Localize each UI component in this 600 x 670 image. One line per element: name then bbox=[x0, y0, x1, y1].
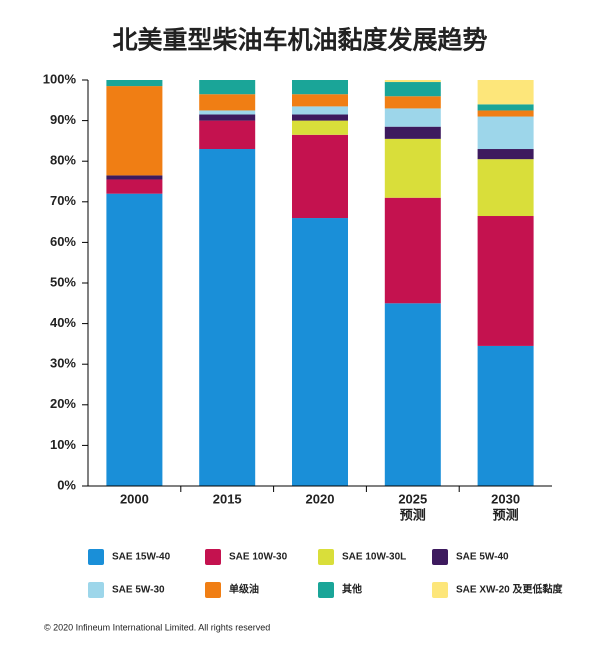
x-tick-label: 2025 bbox=[398, 491, 427, 506]
bar-segment bbox=[477, 149, 534, 160]
legend-label: SAE 15W-40 bbox=[112, 552, 171, 563]
bar-segment bbox=[199, 80, 256, 95]
y-tick-label: 0% bbox=[57, 477, 76, 492]
bar-segment bbox=[292, 94, 348, 107]
legend-label: SAE 5W-30 bbox=[112, 585, 165, 596]
y-tick-label: 20% bbox=[50, 396, 76, 411]
bar-segment bbox=[106, 175, 163, 180]
chart-title: 北美重型柴油车机油黏度发展趋势 bbox=[112, 26, 487, 55]
legend-swatch bbox=[432, 549, 448, 565]
bar-segment bbox=[384, 138, 441, 198]
bar-segment bbox=[384, 96, 441, 109]
bar-segment bbox=[199, 120, 256, 150]
bar-segment bbox=[106, 86, 163, 176]
bar-segment bbox=[384, 82, 441, 97]
bar-segment bbox=[199, 94, 256, 111]
bar-segment bbox=[292, 134, 348, 219]
bar-segment bbox=[292, 106, 348, 115]
bar-segment bbox=[106, 80, 163, 87]
bar-segment bbox=[477, 80, 534, 105]
y-tick-label: 10% bbox=[50, 437, 76, 452]
x-tick-sublabel: 预测 bbox=[493, 507, 519, 522]
bar-segment bbox=[384, 303, 441, 486]
legend-swatch bbox=[318, 549, 334, 565]
legend-label: SAE XW-20 及更低黏度 bbox=[456, 583, 563, 596]
legend-swatch bbox=[88, 582, 104, 598]
bar-segment bbox=[292, 80, 348, 95]
bar-segment bbox=[199, 110, 256, 115]
bar-segment bbox=[106, 193, 163, 486]
footnote: © 2020 Infineum International Limited. A… bbox=[44, 622, 270, 632]
x-tick-label: 2000 bbox=[120, 491, 149, 506]
bar-segment bbox=[384, 126, 441, 139]
bar-segment bbox=[384, 197, 441, 304]
bar-segment bbox=[477, 345, 534, 486]
y-tick-label: 90% bbox=[50, 112, 76, 127]
legend-swatch bbox=[432, 582, 448, 598]
bar-segment bbox=[477, 216, 534, 346]
bar-segment bbox=[477, 104, 534, 111]
y-tick-label: 50% bbox=[50, 274, 76, 289]
y-tick-label: 30% bbox=[50, 356, 76, 371]
legend-swatch bbox=[318, 582, 334, 598]
legend-swatch bbox=[205, 549, 221, 565]
bar-segment bbox=[477, 116, 534, 150]
bar-segment bbox=[477, 159, 534, 217]
bar-segment bbox=[477, 110, 534, 117]
legend-swatch bbox=[205, 582, 221, 598]
y-tick-label: 100% bbox=[43, 71, 77, 86]
x-tick-label: 2030 bbox=[491, 491, 520, 506]
legend-label: 其他 bbox=[342, 583, 362, 596]
y-tick-label: 70% bbox=[50, 193, 76, 208]
y-tick-label: 60% bbox=[50, 234, 76, 249]
bar-segment bbox=[292, 114, 348, 121]
bar-segment bbox=[384, 108, 441, 127]
legend-label: 单级油 bbox=[229, 583, 259, 596]
bar-segment bbox=[106, 179, 163, 194]
bar-segment bbox=[384, 80, 441, 83]
legend-label: SAE 10W-30L bbox=[342, 552, 406, 563]
bar-segment bbox=[292, 120, 348, 135]
bar-segment bbox=[199, 149, 256, 486]
x-tick-label: 2020 bbox=[306, 491, 335, 506]
legend-label: SAE 10W-30 bbox=[229, 552, 288, 563]
legend-label: SAE 5W-40 bbox=[456, 552, 509, 563]
x-tick-label: 2015 bbox=[213, 491, 242, 506]
y-tick-label: 80% bbox=[50, 153, 76, 168]
bar-segment bbox=[199, 114, 256, 121]
bar-segment bbox=[292, 218, 348, 487]
x-tick-sublabel: 预测 bbox=[400, 507, 426, 522]
y-tick-label: 40% bbox=[50, 315, 76, 330]
legend-swatch bbox=[88, 549, 104, 565]
